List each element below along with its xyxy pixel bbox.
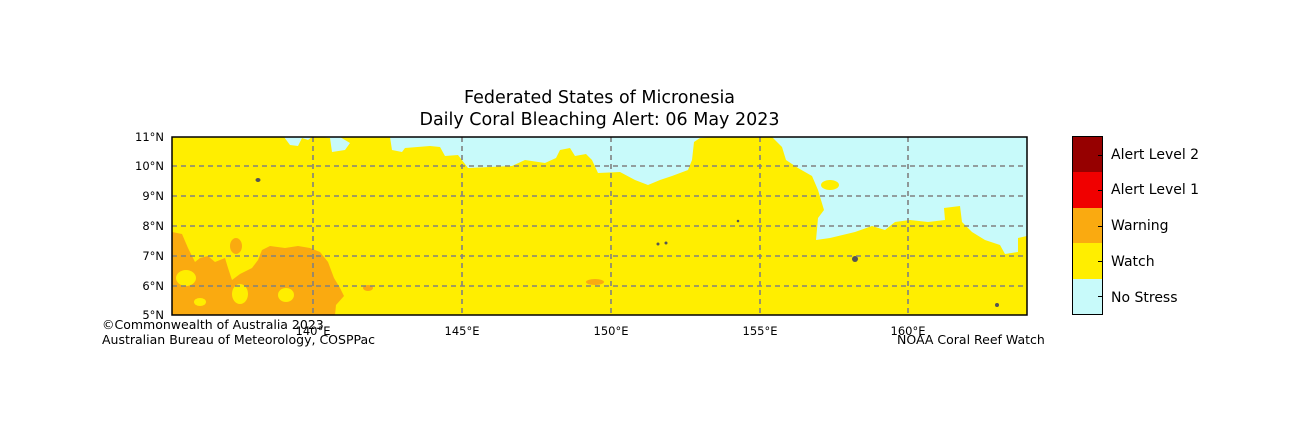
credit-agency: Australian Bureau of Meteorology, COSPPa…	[102, 332, 375, 347]
lon-tick-label: 150°E	[594, 324, 629, 338]
warning-area	[172, 232, 344, 315]
legend-label-no-stress: No Stress	[1111, 290, 1178, 306]
lon-tick-label: 155°E	[743, 324, 778, 338]
warning-patch	[230, 238, 242, 254]
legend-swatch-no-stress	[1073, 278, 1103, 315]
map-title-line1: Federated States of Micronesia	[463, 88, 736, 108]
legend-label-alert-level-2: Alert Level 2	[1111, 147, 1200, 163]
credit-noaa: NOAA Coral Reef Watch	[897, 332, 1045, 347]
lat-tick-label: 8°N	[142, 219, 164, 233]
watch-patch	[194, 298, 206, 306]
legend-swatch-alert-level-1	[1073, 172, 1103, 208]
island	[995, 303, 999, 307]
legend-label-warning: Warning	[1111, 218, 1169, 234]
watch-patch	[176, 270, 196, 286]
legend-label-alert-level-1: Alert Level 1	[1111, 182, 1200, 198]
no-stress-patch	[536, 147, 544, 153]
lat-tick-label: 6°N	[142, 279, 164, 293]
graticule	[172, 137, 1027, 315]
island	[255, 178, 261, 182]
legend-swatch-watch	[1073, 243, 1103, 279]
alert-legend	[1072, 136, 1103, 315]
watch-patch	[821, 180, 839, 190]
legend-swatch-alert-level-2	[1073, 137, 1103, 173]
credit-copyright: ©Commonwealth of Australia 2023	[102, 317, 324, 332]
watch-patch	[278, 288, 294, 302]
lat-tick-label: 7°N	[142, 249, 164, 263]
island	[664, 241, 668, 245]
lon-tick-label: 140°E	[296, 324, 331, 338]
lon-tick-label: 145°E	[445, 324, 480, 338]
lon-tick-label: 160°E	[891, 324, 926, 338]
lat-tick-label: 11°N	[135, 130, 164, 144]
island	[656, 242, 660, 246]
legend-swatch-warning	[1073, 207, 1103, 244]
lat-tick-label: 5°N	[142, 308, 164, 322]
watch-patch	[232, 284, 248, 304]
lat-tick-label: 9°N	[142, 189, 164, 203]
island	[852, 256, 858, 262]
map-frame	[171, 136, 1028, 316]
lat-tick-label: 10°N	[135, 159, 164, 173]
legend-label-watch: Watch	[1111, 254, 1155, 270]
map-title-line2: Daily Coral Bleaching Alert: 06 May 2023	[419, 110, 780, 130]
island	[736, 219, 740, 223]
warning-patch	[586, 279, 604, 285]
